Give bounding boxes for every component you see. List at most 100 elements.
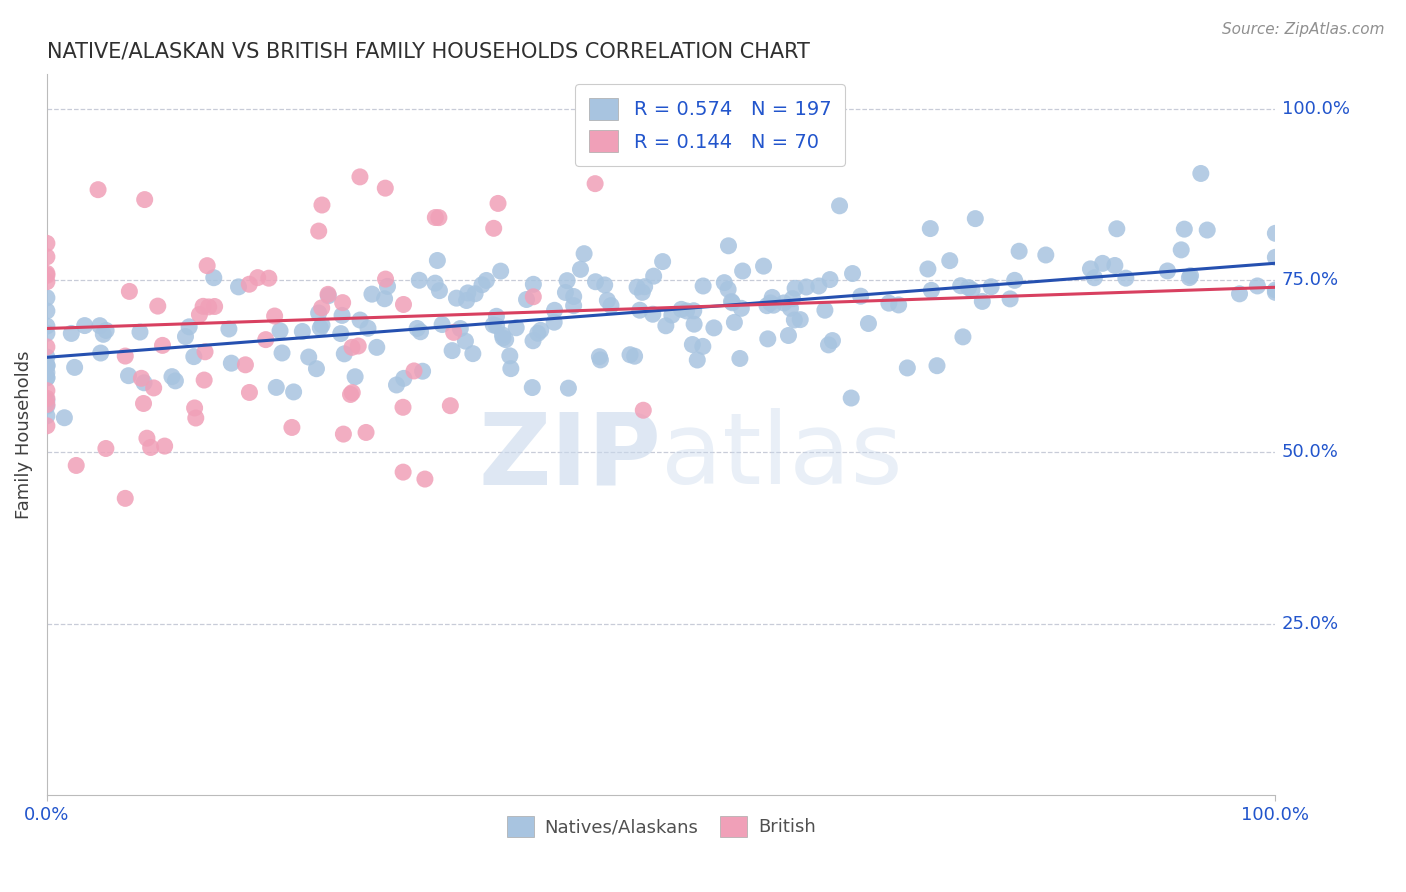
Point xyxy=(329,326,352,341)
Point xyxy=(569,262,592,277)
Point xyxy=(1189,166,1212,180)
Point xyxy=(35,275,58,289)
Point xyxy=(858,317,880,331)
Point xyxy=(443,326,465,340)
Point xyxy=(960,283,983,297)
Point xyxy=(139,441,162,455)
Point xyxy=(572,246,595,260)
Point xyxy=(412,364,434,378)
Point xyxy=(562,289,585,303)
Text: atlas: atlas xyxy=(661,408,903,505)
Point xyxy=(35,359,58,374)
Point xyxy=(505,320,527,334)
Point xyxy=(347,339,370,353)
Point xyxy=(35,370,58,384)
Point xyxy=(454,334,477,348)
Legend: Natives/Alaskans, British: Natives/Alaskans, British xyxy=(499,809,823,844)
Point xyxy=(94,323,117,337)
Point xyxy=(402,364,425,378)
Point xyxy=(456,293,478,308)
Point xyxy=(238,385,260,400)
Point xyxy=(849,289,872,303)
Point xyxy=(183,350,205,364)
Point xyxy=(35,350,58,364)
Point xyxy=(218,322,240,336)
Point xyxy=(441,343,464,358)
Point xyxy=(311,198,333,212)
Point xyxy=(675,304,697,318)
Point xyxy=(475,273,498,287)
Point xyxy=(631,285,654,300)
Point xyxy=(35,236,58,251)
Point xyxy=(35,399,58,413)
Point xyxy=(305,361,328,376)
Point xyxy=(132,396,155,410)
Point xyxy=(135,431,157,445)
Point xyxy=(344,369,367,384)
Point xyxy=(1180,268,1202,283)
Text: Source: ZipAtlas.com: Source: ZipAtlas.com xyxy=(1222,22,1385,37)
Point xyxy=(655,318,678,333)
Point xyxy=(486,196,509,211)
Point xyxy=(271,346,294,360)
Point xyxy=(495,333,517,347)
Point xyxy=(35,418,58,433)
Point xyxy=(588,350,610,364)
Point xyxy=(204,300,226,314)
Point xyxy=(998,292,1021,306)
Point xyxy=(238,277,260,292)
Point xyxy=(63,360,86,375)
Point xyxy=(1156,264,1178,278)
Point xyxy=(939,253,962,268)
Point xyxy=(759,296,782,310)
Point xyxy=(316,287,339,301)
Point xyxy=(952,330,974,344)
Point xyxy=(392,465,415,479)
Point xyxy=(308,306,330,320)
Point xyxy=(731,264,754,278)
Point xyxy=(692,339,714,353)
Point xyxy=(114,491,136,506)
Point xyxy=(60,326,83,341)
Point xyxy=(841,267,863,281)
Point xyxy=(756,332,779,346)
Point xyxy=(641,307,664,321)
Point xyxy=(773,296,796,310)
Point xyxy=(73,318,96,333)
Point xyxy=(814,303,837,318)
Point xyxy=(35,371,58,385)
Y-axis label: Family Households: Family Households xyxy=(15,351,32,519)
Point xyxy=(817,338,839,352)
Point xyxy=(554,285,576,300)
Point xyxy=(446,291,468,305)
Point xyxy=(35,304,58,318)
Point xyxy=(114,349,136,363)
Point xyxy=(471,277,494,292)
Point xyxy=(530,323,553,337)
Point xyxy=(839,391,862,405)
Point xyxy=(782,292,804,306)
Point xyxy=(515,293,537,307)
Point xyxy=(920,221,942,235)
Point xyxy=(35,397,58,411)
Point xyxy=(194,344,217,359)
Text: NATIVE/ALASKAN VS BRITISH FAMILY HOUSEHOLDS CORRELATION CHART: NATIVE/ALASKAN VS BRITISH FAMILY HOUSEHO… xyxy=(46,42,810,62)
Point xyxy=(413,472,436,486)
Point xyxy=(392,297,415,311)
Point xyxy=(633,279,655,293)
Point xyxy=(626,280,648,294)
Point xyxy=(357,321,380,335)
Point xyxy=(429,284,451,298)
Point xyxy=(583,177,606,191)
Point xyxy=(35,393,58,408)
Point xyxy=(717,239,740,253)
Point xyxy=(1264,285,1286,300)
Point xyxy=(522,380,544,394)
Point xyxy=(90,346,112,360)
Point xyxy=(91,327,114,342)
Point xyxy=(692,279,714,293)
Point xyxy=(651,254,673,268)
Point xyxy=(87,183,110,197)
Point xyxy=(643,269,665,284)
Point xyxy=(117,368,139,383)
